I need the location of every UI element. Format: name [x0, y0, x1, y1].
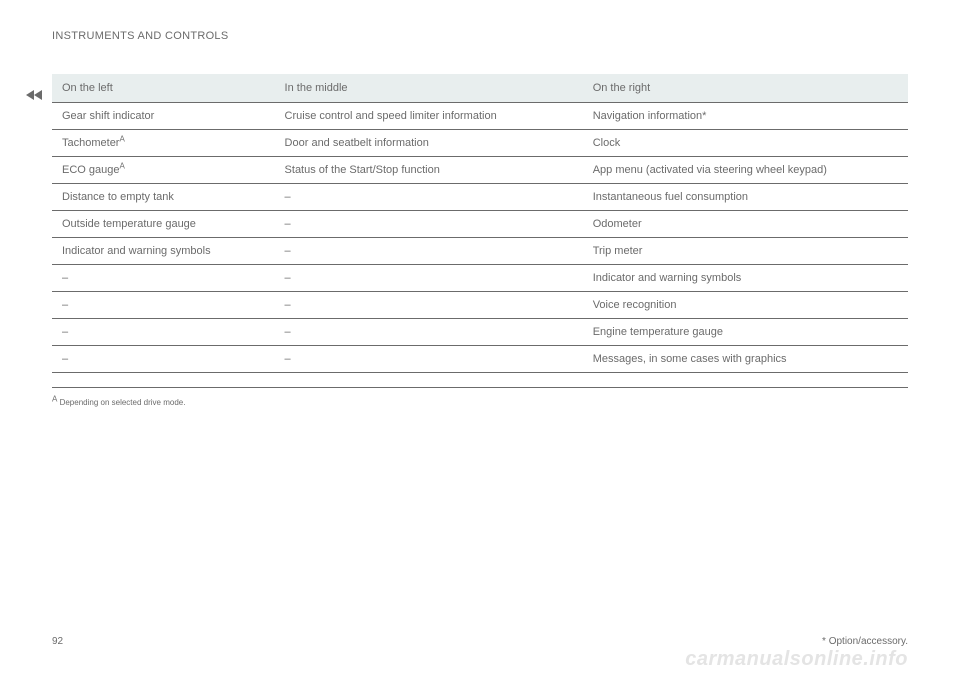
cell-right: Trip meter: [583, 238, 908, 265]
cell-left: Distance to empty tank: [52, 184, 275, 211]
table-row: [52, 373, 908, 388]
instrument-table: On the left In the middle On the right G…: [52, 74, 908, 388]
table-row: Outside temperature gauge – Odometer: [52, 211, 908, 238]
cell-right: Indicator and warning symbols: [583, 265, 908, 292]
cell-left: –: [52, 319, 275, 346]
header-left: On the left: [52, 74, 275, 103]
table-row: Gear shift indicator Cruise control and …: [52, 103, 908, 130]
cell-right: App menu (activated via steering wheel k…: [583, 157, 908, 184]
cell-middle: –: [275, 184, 583, 211]
page-number: 92: [52, 636, 63, 647]
cell-right: Instantaneous fuel consumption: [583, 184, 908, 211]
cell-left: ECO gaugeA: [52, 157, 275, 184]
cell-left: Indicator and warning symbols: [52, 238, 275, 265]
table-row: – – Engine temperature gauge: [52, 319, 908, 346]
cell-right: [583, 373, 908, 388]
cell-left: [52, 373, 275, 388]
cell-left: TachometerA: [52, 130, 275, 157]
cell-middle: Door and seatbelt information: [275, 130, 583, 157]
continued-from-previous-icon: [26, 90, 42, 100]
footnote-text: Depending on selected drive mode.: [60, 398, 186, 407]
watermark: carmanualsonline.info: [685, 648, 908, 671]
table-row: – – Voice recognition: [52, 292, 908, 319]
cell-middle: Status of the Start/Stop function: [275, 157, 583, 184]
table-row: Indicator and warning symbols – Trip met…: [52, 238, 908, 265]
cell-left: –: [52, 265, 275, 292]
cell-middle: –: [275, 292, 583, 319]
cell-left: Gear shift indicator: [52, 103, 275, 130]
footnote-marker: A: [52, 394, 57, 403]
cell-left: –: [52, 346, 275, 373]
table-row: ECO gaugeA Status of the Start/Stop func…: [52, 157, 908, 184]
cell-middle: –: [275, 211, 583, 238]
cell-middle: –: [275, 346, 583, 373]
option-accessory-note: * Option/accessory.: [822, 636, 908, 647]
cell-middle: –: [275, 319, 583, 346]
header-middle: In the middle: [275, 74, 583, 103]
section-title: INSTRUMENTS AND CONTROLS: [52, 30, 908, 42]
cell-left: Outside temperature gauge: [52, 211, 275, 238]
cell-middle: –: [275, 265, 583, 292]
table-row: – – Indicator and warning symbols: [52, 265, 908, 292]
table-row: – – Messages, in some cases with graphic…: [52, 346, 908, 373]
cell-right: Odometer: [583, 211, 908, 238]
cell-right: Voice recognition: [583, 292, 908, 319]
cell-middle: [275, 373, 583, 388]
footnote: A Depending on selected drive mode.: [52, 398, 908, 407]
cell-middle: –: [275, 238, 583, 265]
cell-right: Clock: [583, 130, 908, 157]
table-row: Distance to empty tank – Instantaneous f…: [52, 184, 908, 211]
cell-middle: Cruise control and speed limiter informa…: [275, 103, 583, 130]
cell-left: –: [52, 292, 275, 319]
cell-right: Messages, in some cases with graphics: [583, 346, 908, 373]
table-header-row: On the left In the middle On the right: [52, 74, 908, 103]
table-row: TachometerA Door and seatbelt informatio…: [52, 130, 908, 157]
cell-right: Navigation information*: [583, 103, 908, 130]
cell-right: Engine temperature gauge: [583, 319, 908, 346]
header-right: On the right: [583, 74, 908, 103]
